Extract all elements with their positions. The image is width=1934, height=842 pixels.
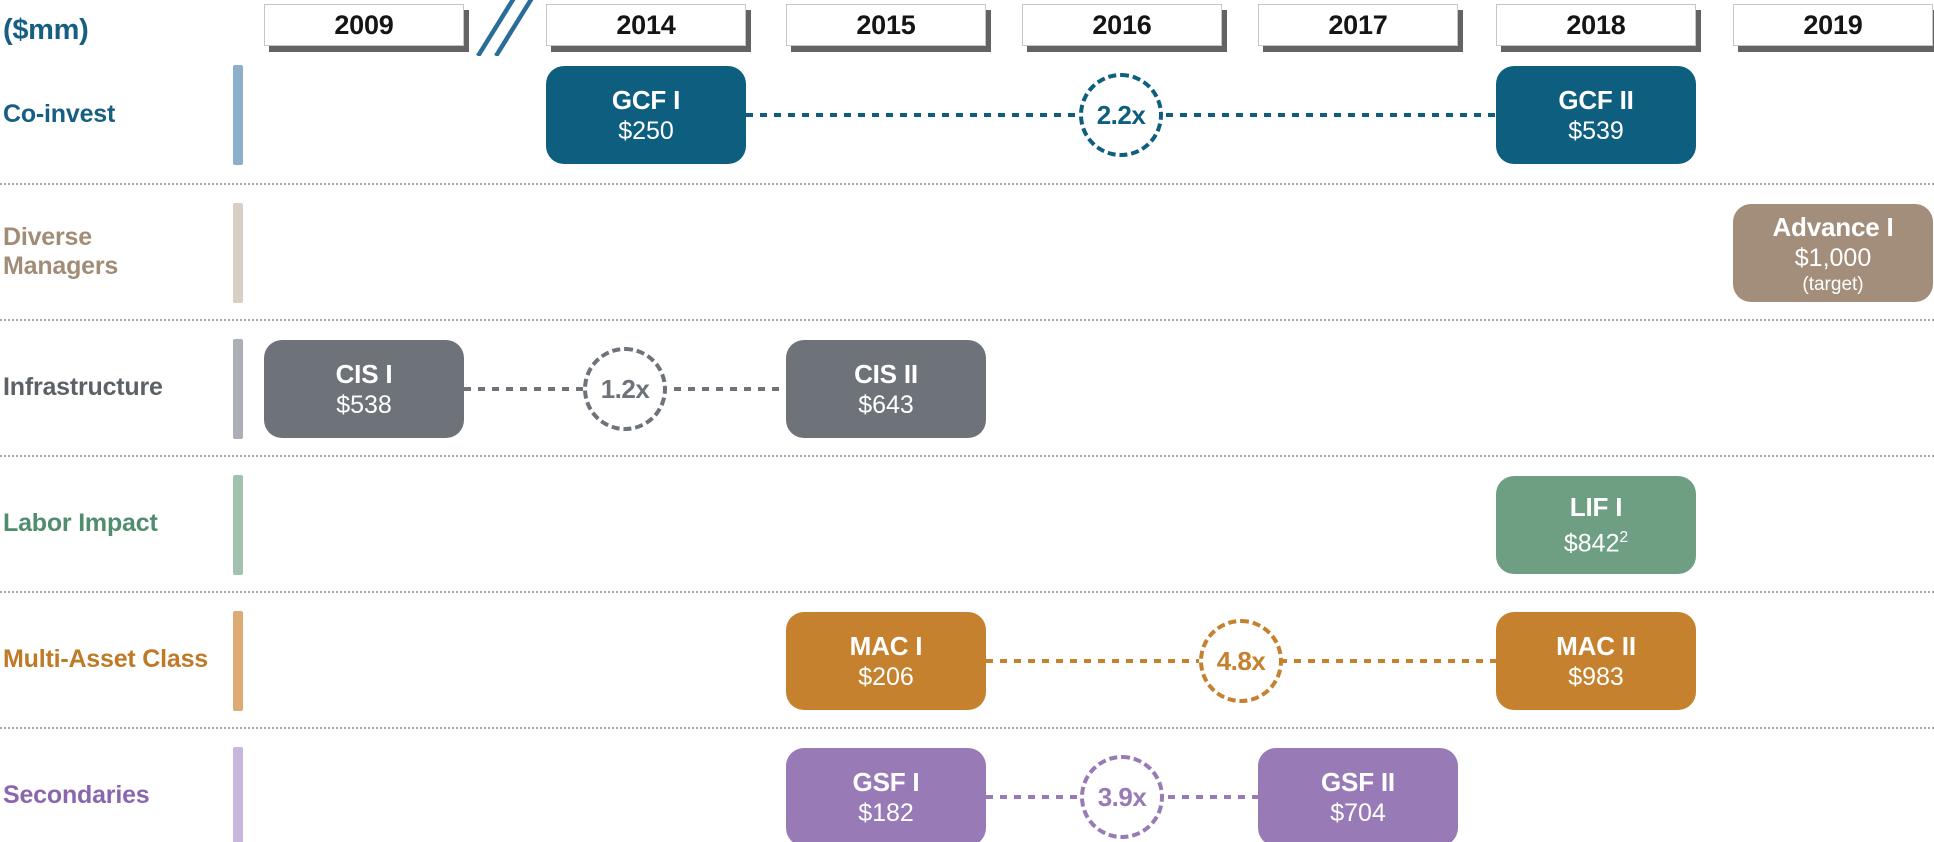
year-tab-2009: 2009 (264, 4, 464, 46)
fund-amount: $704 (1330, 798, 1386, 828)
year-label: 2015 (856, 9, 916, 40)
fund-amount: $8422 (1564, 523, 1628, 558)
fund-box-cis-ii: CIS II $643 (786, 340, 986, 438)
multiplier-value: 4.8x (1216, 645, 1266, 676)
row-secondaries: Secondaries 3.9x GSF I $182 GSF II $704 (0, 727, 1934, 842)
row-accent-bar (233, 611, 243, 711)
multiplier-value: 1.2x (600, 373, 650, 404)
row-label: Multi-Asset Class (3, 645, 208, 674)
year-tab-2014: 2014 (546, 4, 746, 46)
row-label: Secondaries (3, 781, 150, 810)
units-label: ($mm) (3, 14, 89, 46)
multiplier-circle: 3.9x (1080, 755, 1164, 839)
fund-box-gcf-i: GCF I $250 (546, 66, 746, 164)
fund-box-gsf-i: GSF I $182 (786, 748, 986, 842)
fund-box-lif-i: LIF I $8422 (1496, 476, 1696, 574)
fund-box-gsf-ii: GSF II $704 (1258, 748, 1458, 842)
multiplier-circle: 1.2x (583, 347, 667, 431)
row-diverse-managers: Diverse Managers Advance I $1,000 (target) (0, 183, 1934, 319)
fund-box-mac-i: MAC I $206 (786, 612, 986, 710)
row-accent-bar (233, 203, 243, 303)
fund-amount: $206 (858, 662, 914, 692)
year-label: 2019 (1803, 9, 1863, 40)
year-label: 2018 (1566, 9, 1626, 40)
fund-amount-value: $250 (618, 117, 674, 145)
row-infrastructure: Infrastructure 1.2x CIS I $538 CIS II $643 (0, 319, 1934, 455)
fund-note: (target) (1802, 273, 1864, 295)
fund-box-gcf-ii: GCF II $539 (1496, 66, 1696, 164)
row-label: Diverse Managers (3, 222, 119, 281)
year-label: 2016 (1092, 9, 1152, 40)
year-tab-2018: 2018 (1496, 4, 1696, 46)
fund-amount: $539 (1568, 116, 1624, 146)
fund-name: CIS I (335, 359, 393, 389)
year-tab-2017: 2017 (1258, 4, 1458, 46)
fund-amount-footnote: 2 (1619, 529, 1629, 547)
fund-name: MAC II (1556, 631, 1636, 661)
fund-amount-value: $643 (858, 391, 914, 419)
fund-name: CIS II (854, 359, 918, 389)
multiplier-value: 3.9x (1097, 781, 1147, 812)
row-label: Co-invest (3, 100, 116, 129)
row-accent-bar (233, 475, 243, 575)
axis-break-icon (470, 0, 540, 58)
fund-box-cis-i: CIS I $538 (264, 340, 464, 438)
fund-amount: $250 (618, 116, 674, 146)
row-co-invest: Co-invest 2.2x GCF I $250 GCF II $539 (0, 47, 1934, 183)
fund-amount: $182 (858, 798, 914, 828)
row-accent-bar (233, 65, 243, 165)
year-tab-2019: 2019 (1733, 4, 1933, 46)
fund-amount: $643 (858, 390, 914, 420)
fund-amount-value: $539 (1568, 117, 1624, 145)
row-accent-bar (233, 747, 243, 842)
fund-amount-value: $1,000 (1794, 243, 1872, 272)
multiplier-circle: 2.2x (1079, 73, 1163, 157)
fund-amount-value: $206 (858, 663, 914, 691)
fund-amount-value: $182 (858, 799, 914, 827)
fund-name: MAC I (849, 631, 923, 661)
fund-amount: $538 (336, 390, 392, 420)
fund-box-advance-i: Advance I $1,000 (target) (1733, 204, 1933, 302)
fund-amount: $1,000 (1795, 243, 1871, 273)
year-label: 2014 (616, 9, 676, 40)
fund-name: GSF I (852, 767, 920, 797)
year-tab-2015: 2015 (786, 4, 986, 46)
fund-amount-value: $983 (1568, 663, 1624, 691)
fund-box-mac-ii: MAC II $983 (1496, 612, 1696, 710)
fund-name: GSF II (1321, 767, 1395, 797)
fund-amount-value: $538 (336, 391, 392, 419)
year-label: 2009 (334, 9, 394, 40)
row-label: Labor Impact (3, 509, 158, 538)
fund-name: Advance I (1772, 211, 1894, 242)
fund-name: LIF I (1569, 492, 1623, 523)
row-accent-bar (233, 339, 243, 439)
multiplier-circle: 4.8x (1199, 619, 1283, 703)
fund-amount-value: $704 (1330, 799, 1386, 827)
fund-amount: $983 (1568, 662, 1624, 692)
row-label: Infrastructure (3, 373, 163, 402)
fund-name: GCF II (1558, 85, 1634, 115)
fund-amount-value: $842 (1563, 529, 1620, 558)
row-labor-impact: Labor Impact LIF I $8422 (0, 455, 1934, 591)
year-label: 2017 (1328, 9, 1388, 40)
year-tab-2016: 2016 (1022, 4, 1222, 46)
multiplier-value: 2.2x (1096, 99, 1146, 130)
fund-name: GCF I (611, 85, 681, 115)
row-multi-asset-class: Multi-Asset Class 4.8x MAC I $206 MAC II $983 (0, 591, 1934, 727)
